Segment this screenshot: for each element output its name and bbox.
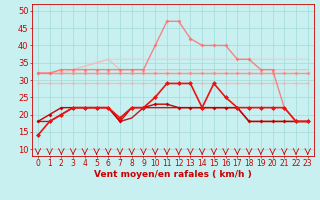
X-axis label: Vent moyen/en rafales ( km/h ): Vent moyen/en rafales ( km/h ): [94, 170, 252, 179]
